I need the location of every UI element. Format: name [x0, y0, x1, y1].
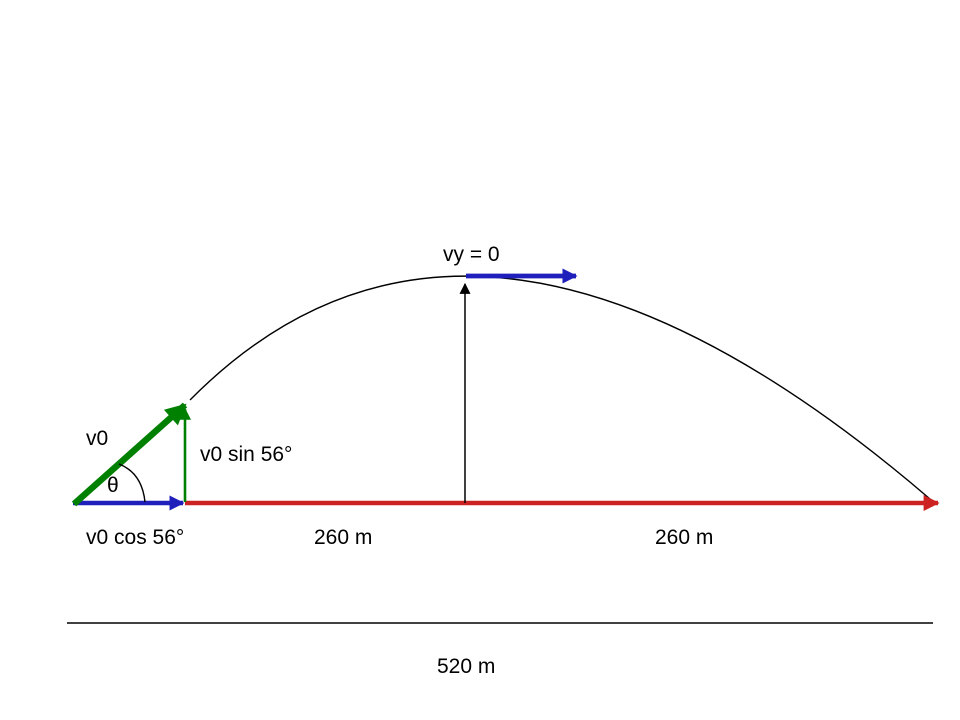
horizontal-component-label: v0 cos 56°	[86, 526, 185, 549]
vertical-component-label: v0 sin 56°	[200, 443, 293, 466]
angle-arc	[118, 463, 146, 503]
angle-theta-label: θ	[107, 474, 119, 497]
trajectory-curve	[189, 275, 931, 500]
half-range-right-label: 260 m	[655, 526, 714, 549]
initial-velocity-label: v0	[86, 427, 109, 450]
total-range-label: 520 m	[437, 655, 496, 678]
initial-velocity-vector	[71, 402, 188, 507]
half-range-left-label: 260 m	[314, 526, 373, 549]
apex-velocity-label: vy = 0	[443, 243, 500, 266]
